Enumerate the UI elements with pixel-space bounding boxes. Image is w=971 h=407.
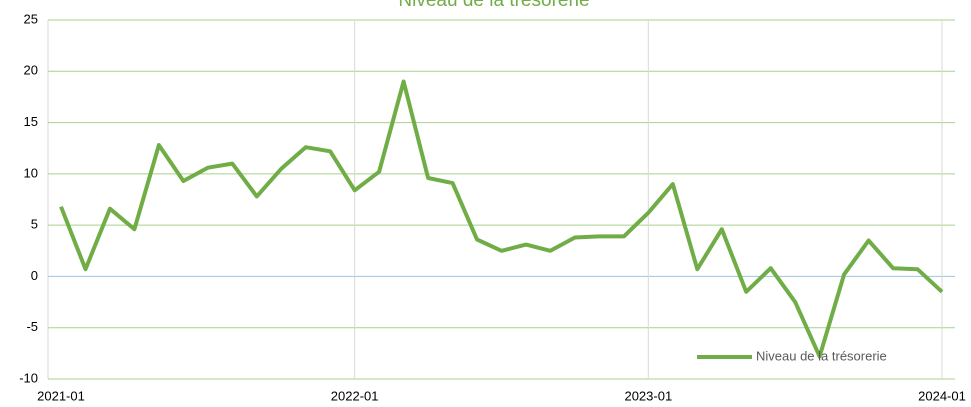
y-tick-label: 20: [24, 63, 38, 78]
y-tick-label: 0: [31, 268, 38, 283]
data-line: [59, 79, 944, 359]
y-tick-label: 15: [24, 114, 38, 129]
x-tick-label: 2021-01: [37, 388, 85, 403]
x-tick-label: 2024-01: [918, 388, 966, 403]
y-tick-label: -5: [26, 319, 38, 334]
y-tick-label: 5: [31, 217, 38, 232]
y-tick-label: -10: [19, 370, 38, 385]
y-tick-label: 10: [24, 165, 38, 180]
legend-label: Niveau de la trésorerie: [756, 348, 887, 363]
x-tick-label: 2022-01: [331, 388, 379, 403]
x-tick-label: 2023-01: [624, 388, 672, 403]
y-tick-label: 25: [24, 11, 38, 26]
chart-title: Niveau de la trésorerie: [398, 0, 589, 11]
